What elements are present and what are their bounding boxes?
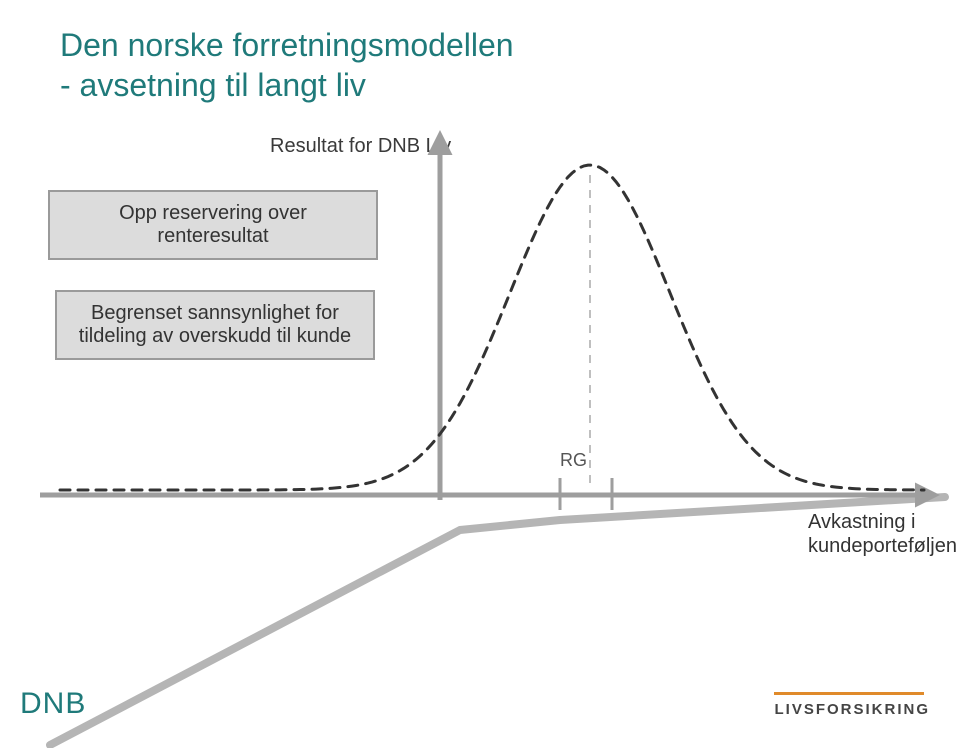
chart-svg xyxy=(0,0,960,748)
xaxis-line2: kundeporteføljen xyxy=(808,535,957,557)
livsforsikring-logo: LIVSFORSIKRING xyxy=(774,692,930,718)
svg-text:DNB: DNB xyxy=(20,687,86,720)
rg-label: RG xyxy=(560,450,587,471)
x-axis-label: Avkastning i kundeporteføljen xyxy=(808,510,957,558)
livsforsikring-bar xyxy=(774,692,924,695)
dnb-logo-svg: DNB xyxy=(20,683,110,723)
xaxis-line1: Avkastning i xyxy=(808,511,915,533)
dnb-logo: DNB xyxy=(20,683,110,728)
livsforsikring-text: LIVSFORSIKRING xyxy=(774,701,930,718)
